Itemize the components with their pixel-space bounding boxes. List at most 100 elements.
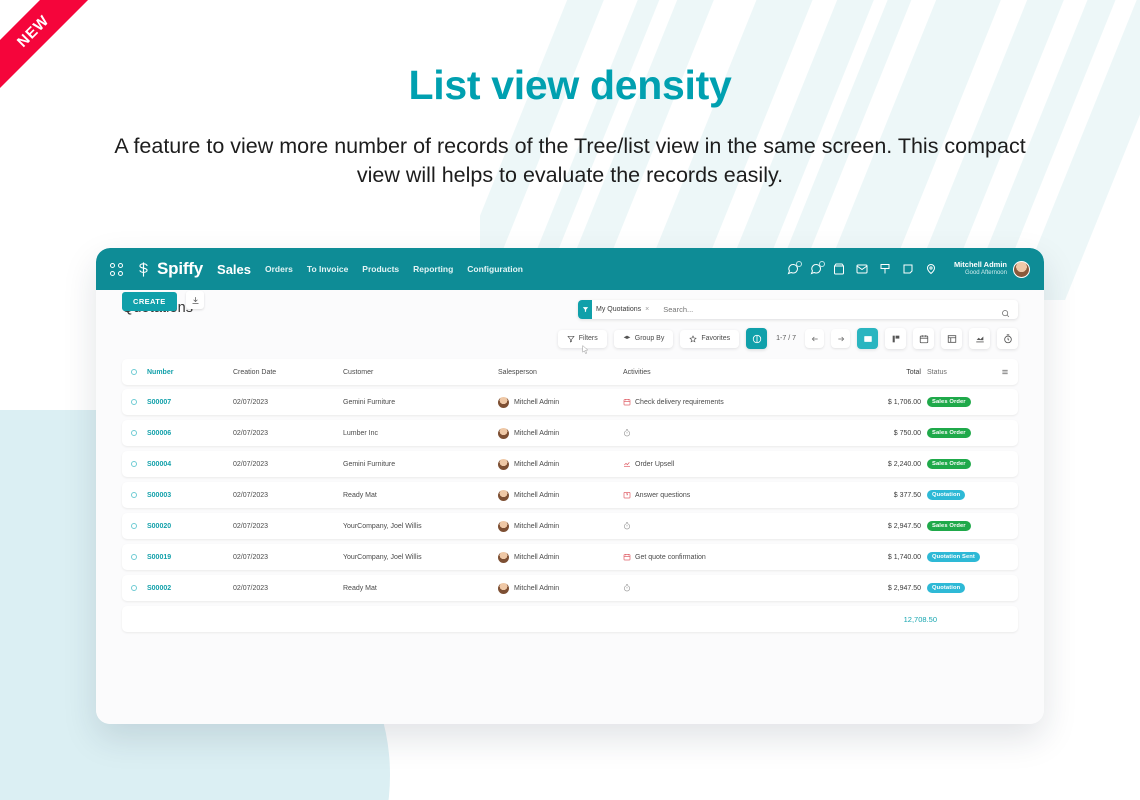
arrow-right-icon	[837, 336, 844, 341]
cell-activities[interactable]: Check delivery requirements	[623, 398, 861, 406]
salesperson-name: Mitchell Admin	[514, 553, 560, 561]
table-row[interactable]: S00020 02/07/2023 YourCompany, Joel Willis…	[122, 513, 1018, 539]
col-header-status[interactable]: Status	[927, 368, 947, 376]
calendar-icon[interactable]	[623, 398, 631, 406]
graph-view-icon	[975, 336, 984, 342]
nav-item-configuration[interactable]: Configuration	[467, 264, 523, 274]
view-graph-button[interactable]	[969, 328, 990, 349]
facet-remove-icon[interactable]: ×	[645, 306, 650, 313]
records-table: Number Creation Date Customer Salesperso…	[122, 359, 1018, 632]
groupby-label: Group By	[634, 335, 665, 342]
pager-count: 1-7 / 7	[776, 335, 796, 342]
user-greeting: Good Afternoon	[964, 269, 1007, 276]
cell-number[interactable]: S00007	[147, 398, 172, 406]
table-row[interactable]: S00007 02/07/2023 Gemini Furniture Mitchell…	[122, 389, 1018, 415]
view-kanban-button[interactable]	[885, 328, 906, 349]
avatar[interactable]	[1013, 260, 1030, 278]
cell-activities[interactable]: Get quote confirmation	[623, 553, 861, 561]
pager-next-button[interactable]	[831, 329, 850, 348]
clock-icon[interactable]	[623, 429, 631, 437]
control-bar: Quotations My Quotations ×	[96, 290, 1044, 354]
cell-activities[interactable]	[623, 522, 861, 530]
view-activity-button[interactable]	[997, 328, 1018, 349]
app-name: Sales	[217, 261, 252, 277]
col-header-customer[interactable]: Customer	[343, 368, 374, 376]
view-pivot-button[interactable]	[941, 328, 962, 349]
cell-activities[interactable]	[623, 429, 861, 437]
download-icon[interactable]	[186, 291, 204, 309]
question-box-icon[interactable]	[623, 491, 631, 499]
chart-up-icon[interactable]	[623, 460, 631, 468]
row-checkbox[interactable]	[131, 585, 147, 591]
view-controls: Filters Group By Favorites 1-7 / 7	[122, 328, 1018, 349]
cell-number[interactable]: S00002	[147, 584, 172, 592]
nav-item-orders[interactable]: Orders	[265, 264, 293, 274]
view-list-button[interactable]	[857, 328, 878, 349]
row-checkbox[interactable]	[131, 554, 147, 560]
row-checkbox[interactable]	[131, 523, 147, 529]
clock-icon[interactable]	[623, 522, 631, 530]
table-row[interactable]: S00003 02/07/2023 Ready Mat Mitchell Admin A…	[122, 482, 1018, 508]
nav-item-products[interactable]: Products	[362, 264, 400, 274]
search-bar[interactable]: My Quotations ×	[578, 300, 1018, 319]
location-icon[interactable]	[925, 263, 937, 275]
view-calendar-button[interactable]	[913, 328, 934, 349]
user-menu[interactable]: Mitchell Admin Good Afternoon	[954, 260, 1030, 278]
calendar-icon[interactable]	[623, 553, 631, 561]
cell-status: Sales Order	[927, 521, 993, 531]
search-input[interactable]	[655, 305, 1001, 314]
table-row[interactable]: S00004 02/07/2023 Gemini Furniture Mitchell…	[122, 451, 1018, 477]
groupby-button[interactable]: Group By	[613, 329, 674, 348]
filters-button[interactable]: Filters	[557, 329, 607, 348]
pager-prev-button[interactable]	[805, 329, 824, 348]
cell-activities[interactable]: Answer questions	[623, 491, 861, 499]
row-checkbox[interactable]	[131, 430, 147, 436]
table-row[interactable]: S00002 02/07/2023 Ready Mat Mitchell Admin $…	[122, 575, 1018, 601]
nav-item-reporting[interactable]: Reporting	[413, 264, 454, 274]
page-subtitle: A feature to view more number of records…	[114, 134, 1026, 187]
discuss-icon[interactable]	[810, 261, 825, 275]
cell-number[interactable]: S00003	[147, 491, 172, 499]
favorites-button[interactable]: Favorites	[680, 329, 740, 348]
cell-activities[interactable]	[623, 584, 861, 592]
col-header-salesperson[interactable]: Salesperson	[498, 368, 537, 376]
messages-badge	[795, 261, 802, 267]
apps-grid-icon[interactable]	[110, 262, 123, 276]
cell-number[interactable]: S00020	[147, 522, 172, 530]
salesperson-name: Mitchell Admin	[514, 491, 560, 499]
table-row[interactable]: S00019 02/07/2023 YourCompany, Joel Willis…	[122, 544, 1018, 570]
cell-customer: Ready Mat	[343, 584, 377, 592]
status-badge: Quotation	[927, 583, 966, 593]
cell-number[interactable]: S00006	[147, 429, 172, 437]
col-header-total[interactable]: Total	[906, 368, 921, 376]
cell-total: $ 2,947.50	[887, 584, 921, 592]
brand-logo[interactable]: Spiffy	[135, 259, 203, 279]
nav-item-to-invoice[interactable]: To Invoice	[306, 264, 349, 274]
create-button[interactable]: CREATE	[122, 292, 177, 311]
filters-label: Filters	[578, 335, 598, 342]
col-header-creation-date[interactable]: Creation Date	[233, 368, 277, 376]
cell-activities[interactable]: Order Upsell	[623, 460, 861, 468]
row-checkbox[interactable]	[131, 399, 147, 405]
bag-icon[interactable]	[833, 263, 845, 275]
clock-icon[interactable]	[623, 584, 631, 592]
density-toggle-icon[interactable]	[746, 328, 768, 349]
cell-number[interactable]: S00004	[147, 460, 172, 468]
search-facet[interactable]: My Quotations ×	[578, 300, 656, 319]
messages-icon[interactable]	[787, 261, 802, 275]
select-all-checkbox[interactable]	[131, 369, 147, 375]
search-icon[interactable]	[1001, 305, 1010, 318]
table-row[interactable]: S00006 02/07/2023 Lumber Inc Mitchell Admin…	[122, 420, 1018, 446]
notes-icon[interactable]	[902, 263, 914, 275]
col-header-activities[interactable]: Activities	[623, 368, 651, 376]
mail-icon[interactable]	[856, 263, 868, 275]
row-checkbox[interactable]	[131, 492, 147, 498]
activity-icon[interactable]	[879, 263, 891, 275]
cell-number[interactable]: S00019	[147, 553, 172, 561]
row-checkbox[interactable]	[131, 461, 147, 467]
col-header-number[interactable]: Number	[147, 368, 174, 376]
column-settings-icon[interactable]	[993, 368, 1009, 376]
calendar-view-icon	[919, 334, 928, 343]
list-view-icon	[863, 335, 872, 342]
cell-total: $ 1,740.00	[887, 553, 921, 561]
